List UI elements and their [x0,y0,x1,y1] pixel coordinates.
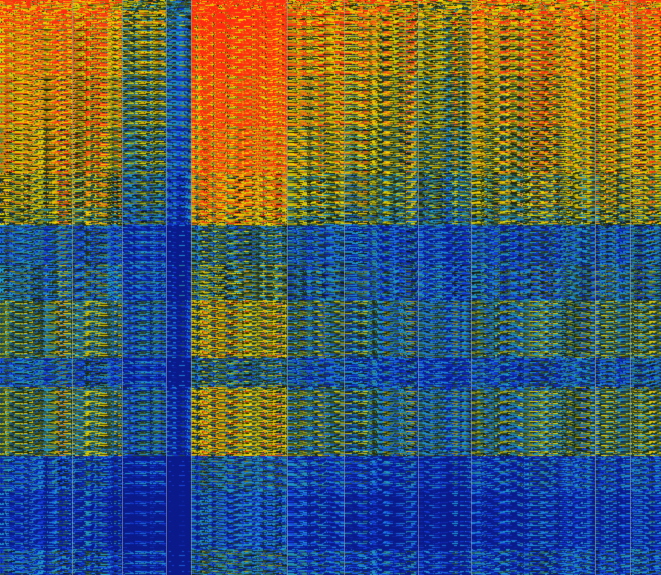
heatmap-grid [72,0,631,575]
heatmap-chart [0,0,661,575]
heatmap-cells [0,0,661,575]
